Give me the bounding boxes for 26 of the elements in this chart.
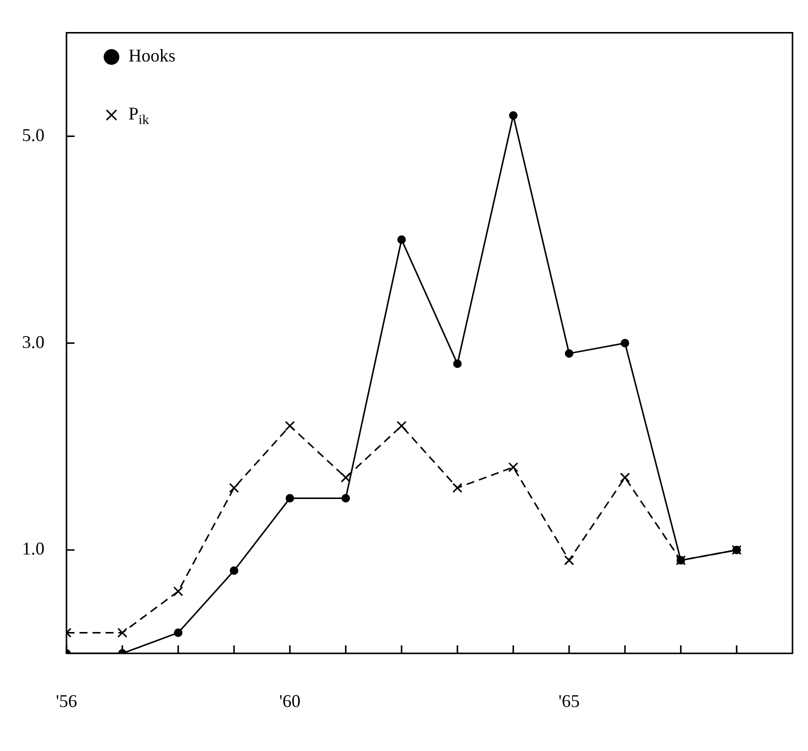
- point: [453, 360, 462, 368]
- point: [117, 628, 128, 638]
- x-tick-label: '65: [558, 690, 580, 711]
- point: [564, 555, 574, 566]
- y-tick-label: 1.0: [22, 538, 44, 559]
- point: [286, 494, 294, 502]
- point: [173, 586, 184, 596]
- point: [396, 420, 407, 431]
- point: [397, 235, 406, 244]
- point: [230, 566, 238, 575]
- x-tick-label: '60: [279, 690, 301, 711]
- point: [452, 482, 462, 493]
- y-tick-label: 3.0: [22, 332, 44, 352]
- y-tick-label: 5.0: [22, 124, 44, 145]
- point: [620, 338, 630, 348]
- legend-label: Hooks: [128, 46, 176, 66]
- point: [508, 462, 518, 472]
- point: [564, 349, 574, 358]
- point: [341, 494, 350, 502]
- point: [174, 628, 182, 637]
- x-tick-label: '56: [56, 690, 78, 711]
- point: [229, 482, 240, 493]
- point: [284, 420, 295, 431]
- point: [620, 472, 630, 483]
- point: [340, 472, 351, 483]
- point: [509, 111, 518, 120]
